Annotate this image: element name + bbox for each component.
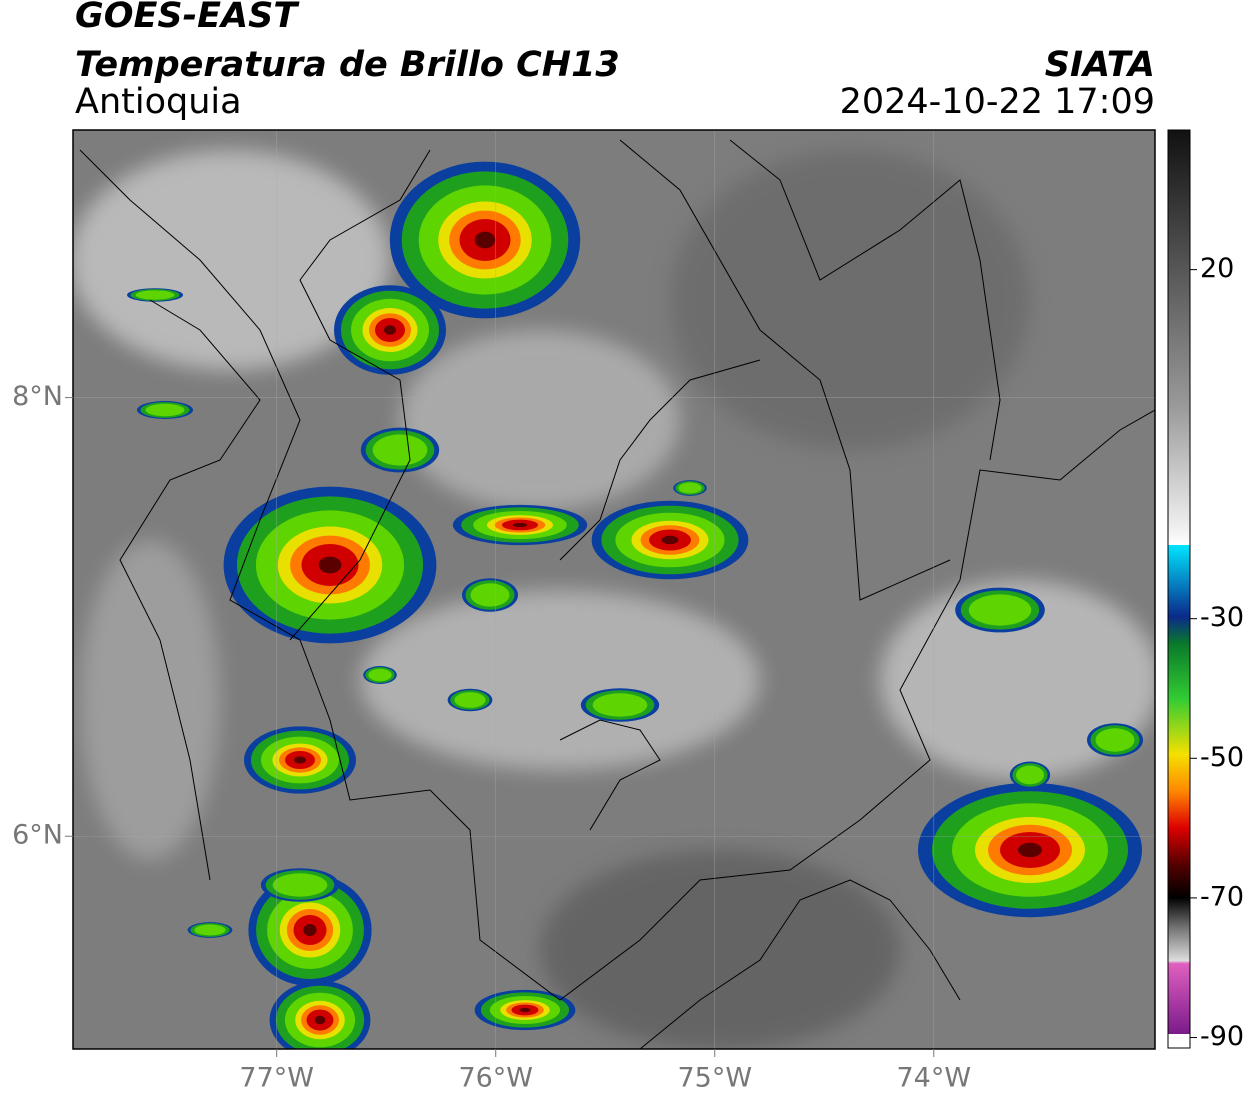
storm-cell bbox=[1018, 842, 1042, 858]
storm-cell bbox=[519, 1007, 531, 1013]
colorbar bbox=[1167, 129, 1191, 1049]
source: SIATA bbox=[1045, 45, 1155, 85]
colorbar-tick-label: -70 bbox=[1200, 881, 1244, 912]
colorbar-tick-label: -50 bbox=[1200, 742, 1244, 773]
storm-cell bbox=[470, 583, 510, 607]
storm-cell bbox=[1015, 765, 1045, 785]
border bbox=[79, 149, 1155, 1001]
storm-cell bbox=[384, 325, 396, 335]
colorbar-tick-label: -90 bbox=[1200, 1021, 1244, 1052]
storm-cell bbox=[592, 693, 648, 717]
storm-cell bbox=[368, 668, 392, 682]
storm-cell bbox=[474, 231, 496, 249]
border bbox=[559, 719, 661, 831]
x-tick-label: 77°W bbox=[239, 1063, 314, 1094]
satellite-imagery bbox=[73, 130, 1155, 1049]
storm-cell bbox=[294, 756, 306, 764]
x-tick-label: 74°W bbox=[897, 1063, 972, 1094]
datetime: 2024-10-22 17:09 bbox=[840, 82, 1155, 122]
storm-cell bbox=[303, 924, 317, 936]
border bbox=[559, 359, 761, 561]
storm-cell bbox=[678, 482, 702, 494]
border bbox=[119, 299, 261, 881]
map-frame bbox=[72, 129, 1156, 1050]
storm-cell bbox=[145, 403, 185, 417]
storm-cell bbox=[661, 535, 679, 545]
storm-cell bbox=[314, 1015, 326, 1025]
x-tick-label: 75°W bbox=[677, 1063, 752, 1094]
border bbox=[619, 139, 951, 601]
storm-cell bbox=[318, 556, 342, 574]
region: Antioquia bbox=[75, 82, 242, 122]
storm-cell bbox=[1095, 728, 1135, 752]
title: GOES-EAST bbox=[75, 0, 300, 36]
storm-cell bbox=[272, 873, 328, 897]
y-tick-label: 6°N bbox=[12, 820, 63, 851]
colorbar-tick-label: 20 bbox=[1200, 253, 1234, 284]
storm-cell bbox=[372, 434, 428, 466]
y-tick-label: 8°N bbox=[12, 381, 63, 412]
colorbar-tick-label: -30 bbox=[1200, 602, 1244, 633]
storm-cell bbox=[194, 924, 226, 936]
storm-cell bbox=[454, 692, 486, 708]
subtitle: Temperatura de Brillo CH13 bbox=[75, 45, 620, 85]
x-tick-label: 76°W bbox=[458, 1063, 533, 1094]
border bbox=[729, 139, 1001, 461]
border bbox=[289, 149, 431, 641]
storm-cell bbox=[968, 594, 1032, 626]
storm-cell bbox=[512, 522, 528, 528]
storm-cell bbox=[135, 290, 175, 300]
border bbox=[639, 879, 961, 1049]
